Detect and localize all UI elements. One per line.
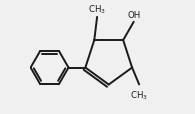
Text: OH: OH: [128, 11, 141, 20]
Text: CH$_3$: CH$_3$: [88, 4, 106, 16]
Text: CH$_3$: CH$_3$: [130, 89, 148, 101]
